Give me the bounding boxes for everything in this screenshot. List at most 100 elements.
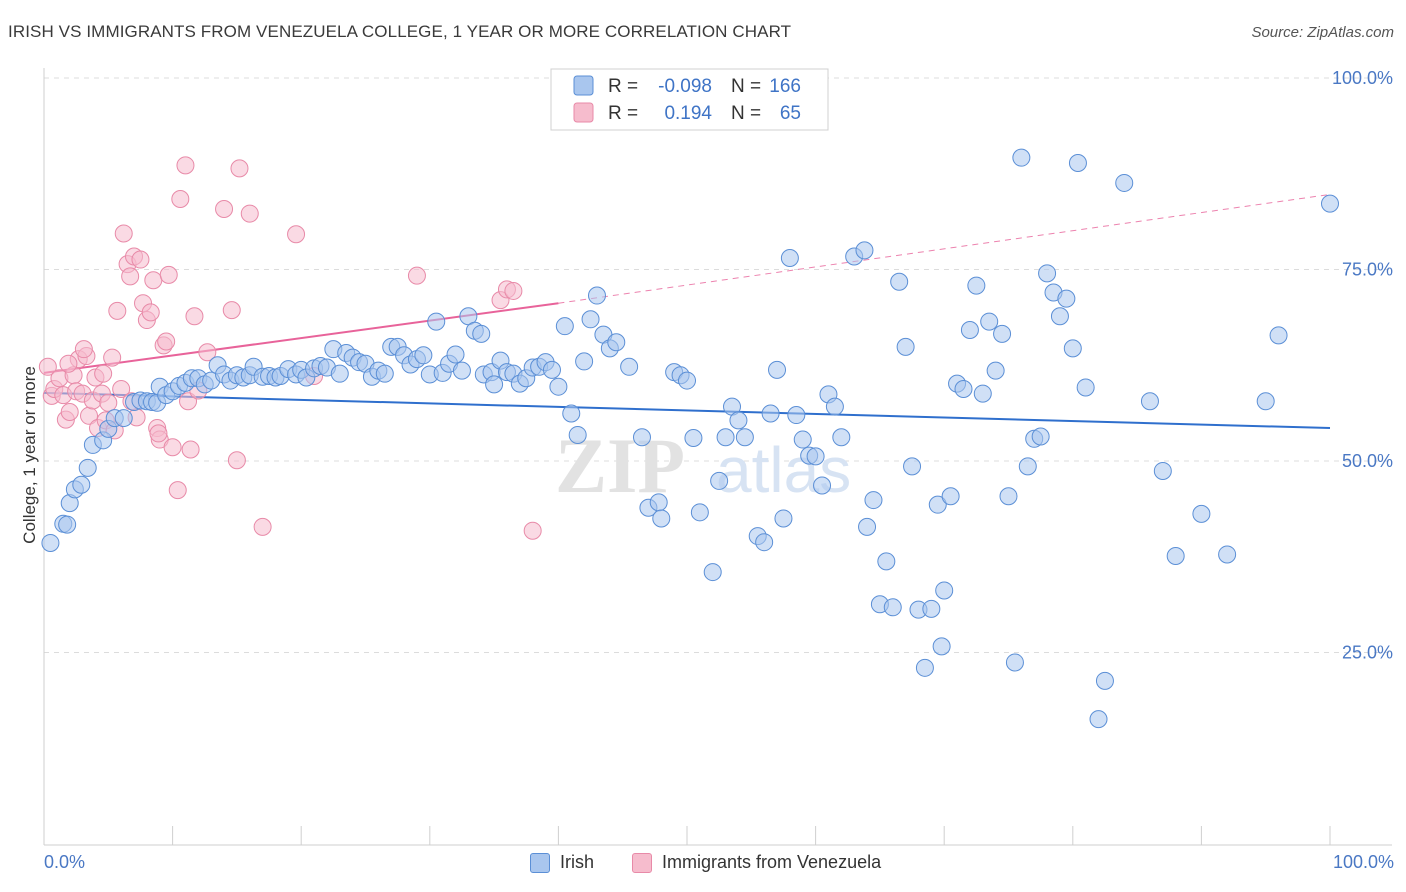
point-irish xyxy=(877,552,896,571)
point-venezuela xyxy=(176,156,195,175)
point-irish xyxy=(568,425,587,444)
point-irish xyxy=(1005,653,1024,672)
legend-item-irish: Irish xyxy=(530,852,594,873)
point-irish xyxy=(1012,148,1031,167)
point-irish xyxy=(555,317,574,336)
point-irish xyxy=(967,276,986,295)
point-irish xyxy=(960,321,979,340)
trend-line-irish xyxy=(43,391,1331,430)
point-venezuela xyxy=(157,332,176,351)
point-irish xyxy=(935,581,954,600)
point-irish xyxy=(787,406,806,425)
point-irish xyxy=(587,286,606,305)
legend-swatch-irish xyxy=(573,75,594,96)
y-tick-label-25: 25.0% xyxy=(1342,643,1393,663)
point-irish xyxy=(1038,264,1057,283)
point-irish xyxy=(1057,289,1076,308)
point-irish xyxy=(652,509,671,528)
point-venezuela xyxy=(131,250,150,269)
point-irish xyxy=(678,371,696,390)
y-tick-label-100: 100.0% xyxy=(1332,68,1393,88)
point-venezuela xyxy=(108,301,127,320)
point-irish xyxy=(485,375,504,394)
point-irish xyxy=(755,533,774,552)
watermark-atlas: atlas xyxy=(716,434,851,506)
point-irish xyxy=(581,310,600,329)
point-irish xyxy=(922,599,941,618)
point-irish xyxy=(632,428,651,447)
chart-title: IRISH VS IMMIGRANTS FROM VENEZUELA COLLE… xyxy=(8,22,792,41)
legend-r-value-irish: -0.098 xyxy=(658,76,712,97)
point-irish xyxy=(941,487,960,506)
point-venezuela xyxy=(523,521,542,540)
point-venezuela xyxy=(407,266,426,285)
point-irish xyxy=(1166,546,1185,565)
point-irish xyxy=(883,598,902,617)
point-venezuela xyxy=(141,303,160,322)
point-irish xyxy=(793,430,812,449)
point-irish xyxy=(375,364,394,383)
legend-item-venezuela: Immigrants from Venezuela xyxy=(632,852,881,873)
point-irish xyxy=(999,487,1018,506)
point-irish xyxy=(993,324,1012,343)
point-irish xyxy=(649,493,668,512)
point-irish xyxy=(973,384,992,403)
legend-swatch-venezuela xyxy=(632,852,652,873)
point-venezuela xyxy=(287,225,306,244)
legend-bottom: Irish Immigrants from Venezuela xyxy=(0,852,1406,878)
point-irish xyxy=(986,361,1005,380)
legend-r-label-venezuela: R = xyxy=(608,103,638,124)
point-venezuela xyxy=(185,307,204,326)
point-venezuela xyxy=(99,393,118,412)
point-venezuela xyxy=(227,451,246,470)
point-venezuela xyxy=(74,340,93,359)
point-venezuela xyxy=(230,159,249,178)
legend-top: R = -0.098 N = 166 R = 0.194 N = 65 xyxy=(550,68,829,131)
legend-n-label-irish: N = xyxy=(731,76,761,97)
point-irish xyxy=(542,360,561,379)
point-irish xyxy=(932,637,951,656)
point-irish xyxy=(607,333,626,352)
point-irish xyxy=(761,404,780,423)
point-irish xyxy=(549,377,568,396)
point-venezuela xyxy=(171,190,190,209)
point-irish xyxy=(1076,378,1095,397)
point-irish xyxy=(1192,504,1211,523)
point-venezuela xyxy=(504,281,523,300)
point-irish xyxy=(78,458,97,477)
point-irish xyxy=(954,379,973,398)
legend-r-value-venezuela: 0.194 xyxy=(664,103,712,124)
point-irish xyxy=(729,411,748,430)
point-irish xyxy=(1050,307,1069,326)
point-venezuela xyxy=(59,354,78,373)
point-irish xyxy=(928,495,947,514)
y-tick-labels: 25.0% 50.0% 75.0% 100.0% xyxy=(1332,68,1393,663)
point-irish xyxy=(806,447,825,466)
point-irish xyxy=(58,515,77,534)
point-irish xyxy=(710,471,729,490)
point-venezuela xyxy=(168,481,187,500)
irish-points xyxy=(41,148,1339,729)
point-irish xyxy=(735,428,754,447)
point-irish xyxy=(446,345,465,364)
point-irish xyxy=(41,533,60,552)
y-tick-label-75: 75.0% xyxy=(1342,260,1393,280)
point-irish xyxy=(1031,427,1050,446)
venezuela-points xyxy=(38,156,542,540)
point-venezuela xyxy=(163,438,182,457)
point-irish xyxy=(472,324,491,343)
trend-line-venezuela-extension xyxy=(558,193,1331,304)
legend-n-label-venezuela: N = xyxy=(731,103,761,124)
point-irish xyxy=(1095,671,1114,690)
axes xyxy=(43,68,1392,846)
point-irish xyxy=(1068,154,1087,173)
point-irish xyxy=(825,397,844,416)
point-venezuela xyxy=(121,267,140,286)
source-label: Source: ZipAtlas.com xyxy=(1251,24,1394,41)
legend-swatch-irish xyxy=(530,852,550,873)
point-irish xyxy=(774,509,793,528)
legend-swatch-venezuela xyxy=(573,102,594,123)
point-irish xyxy=(855,241,874,260)
point-irish xyxy=(864,491,883,510)
point-venezuela xyxy=(215,199,234,218)
